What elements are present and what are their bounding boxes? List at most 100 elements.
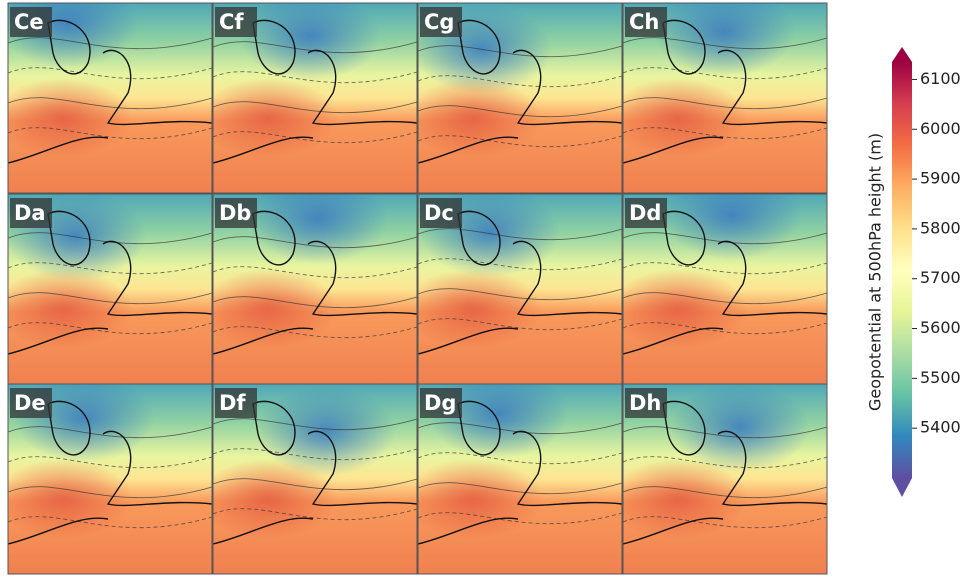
map-field (418, 384, 622, 574)
coastline (623, 400, 827, 545)
map-panel: Dd (622, 193, 828, 385)
panels: Ce Cf Cg Ch Da Db Dc Dd De Df Dg Dh (7, 2, 828, 575)
contour (213, 326, 417, 339)
map-panel: Cg (417, 2, 623, 194)
contour (623, 67, 827, 80)
panel-label: Ch (629, 10, 659, 34)
coastline (623, 19, 827, 164)
low-pressure (248, 194, 388, 264)
map-panel: Ch (622, 2, 828, 194)
panel-label-box (420, 388, 462, 418)
coastline (213, 19, 417, 164)
contour (623, 127, 827, 140)
panel-label: Ce (14, 10, 44, 34)
panel-label-box (420, 7, 462, 37)
contour (213, 71, 417, 84)
colorbar-tick-label: 5500 (920, 368, 961, 387)
panel-label-box (215, 198, 257, 228)
contour (8, 127, 212, 140)
contour (418, 288, 622, 301)
panel-label: Cg (424, 10, 454, 34)
coastline (8, 210, 212, 355)
map-panel: De (7, 383, 213, 575)
panel-label-box (10, 198, 52, 228)
contour (8, 486, 212, 499)
contour (213, 296, 417, 309)
panel-label: De (14, 391, 46, 415)
colorbar-body (892, 62, 912, 478)
colorbar: Geopotential at 500hPa height (m) 5400 55… (866, 47, 961, 497)
colorbar-tick-label: 5700 (920, 268, 961, 287)
panel-label: Df (219, 391, 246, 415)
colorbar-label: Geopotential at 500hPa height (m) (866, 133, 885, 411)
colorbar-tick-label: 6100 (920, 69, 961, 88)
map-panel: Dh (622, 383, 828, 575)
contour (418, 258, 622, 271)
coastline (8, 19, 212, 164)
colorbar-extend-top (892, 47, 912, 62)
contour (213, 266, 417, 279)
map-field (8, 3, 212, 193)
panel-border (7, 2, 213, 194)
contour (213, 131, 417, 144)
panel-label-box (625, 388, 667, 418)
panel-label-box (420, 198, 462, 228)
panel-border (622, 2, 828, 194)
panel-label: Da (14, 201, 46, 225)
panel-label-box (215, 7, 257, 37)
contour (213, 478, 417, 491)
panel-label: Dc (424, 201, 454, 225)
panel-label: Db (219, 201, 251, 225)
map-panel: Ce (7, 2, 213, 194)
panel-border (417, 2, 623, 194)
low-pressure (654, 3, 794, 77)
contour (418, 482, 622, 495)
panel-border (622, 383, 828, 575)
panel-border (7, 383, 213, 575)
contour (8, 262, 212, 275)
low-pressure (670, 384, 810, 472)
low-pressure (256, 386, 396, 476)
contour (418, 105, 622, 118)
panel-border (417, 383, 623, 575)
panel-label: Cf (219, 10, 244, 34)
contour (8, 516, 212, 529)
panel-label-box (625, 198, 667, 228)
panel-label: Dh (629, 391, 661, 415)
contour (8, 322, 212, 335)
contour (623, 262, 827, 275)
contour (623, 292, 827, 305)
colorbar-tick-label: 5800 (920, 218, 961, 237)
contour (418, 75, 622, 88)
coastline (213, 400, 417, 545)
map-panel: Db (212, 193, 418, 385)
contour (418, 318, 622, 331)
contour (213, 101, 417, 114)
panel-label: Dd (629, 201, 661, 225)
contour (213, 508, 417, 521)
colorbar-tick-label: 6000 (920, 119, 961, 138)
map-panel: Dg (417, 383, 623, 575)
contour (8, 456, 212, 469)
panel-label-box (625, 7, 667, 37)
panel-label-box (10, 7, 52, 37)
coastline (418, 400, 622, 545)
colorbar-tick-label: 5900 (920, 169, 961, 188)
panel-border (212, 2, 418, 194)
contour (213, 448, 417, 461)
contour (418, 512, 622, 525)
colorbar-extend-bottom (892, 478, 912, 497)
map-panel: Dc (417, 193, 623, 385)
contour (418, 452, 622, 465)
panel-label-box (10, 388, 52, 418)
contour (623, 456, 827, 469)
contour (623, 486, 827, 499)
panel-label-box (215, 388, 257, 418)
coastline (623, 210, 827, 355)
map-panel: Df (212, 383, 418, 575)
contour (8, 292, 212, 305)
panel-border (212, 383, 418, 575)
colorbar-tick-label: 5400 (920, 418, 961, 437)
contour (418, 135, 622, 148)
